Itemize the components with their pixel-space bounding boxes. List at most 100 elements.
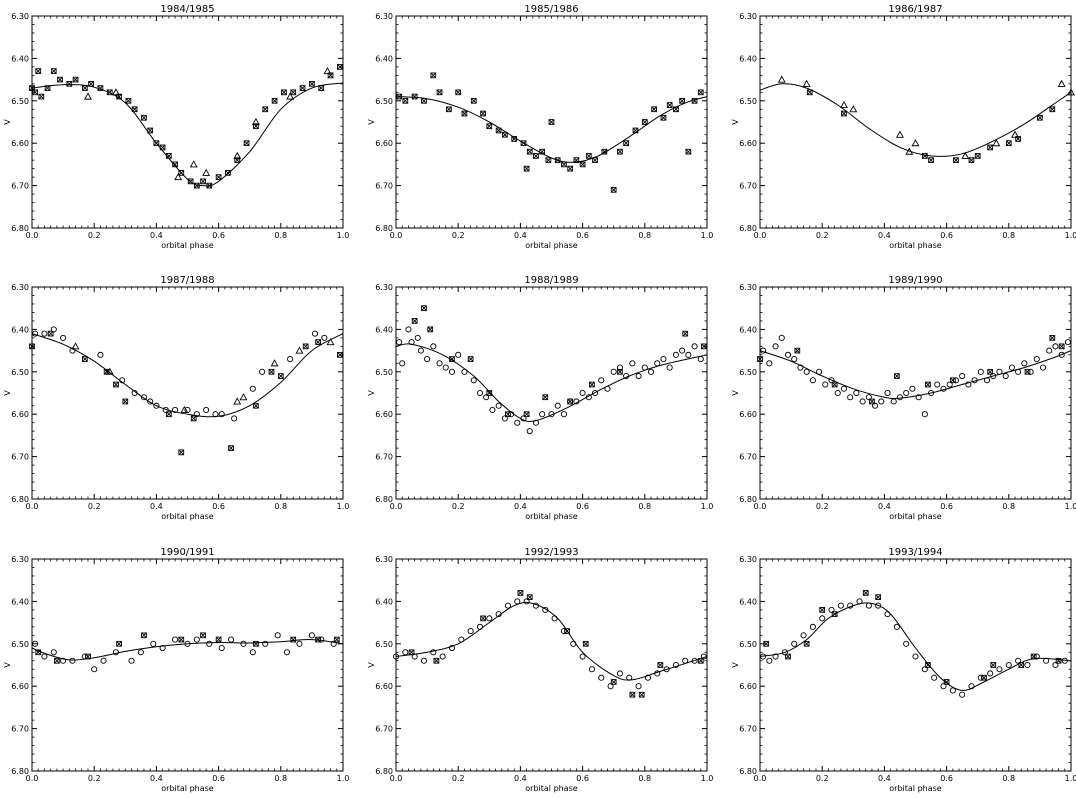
- marker-cross: [122, 398, 129, 405]
- marker-cross: [402, 98, 409, 104]
- data-point-crossed-square: [502, 131, 508, 138]
- data-point-crossed-square: [1018, 662, 1025, 668]
- data-point-crossed-square: [480, 110, 486, 117]
- x-axis-label: orbital phase: [161, 784, 214, 793]
- marker-cross: [200, 632, 206, 639]
- marker-box: [88, 80, 94, 87]
- data-point-crossed-square: [1049, 106, 1056, 113]
- marker-box: [785, 653, 791, 660]
- data-point-triangle: [777, 75, 786, 83]
- data-point-circle: [996, 666, 1003, 673]
- data-point-crossed-square: [517, 590, 524, 596]
- marker-cross: [206, 182, 212, 189]
- data-point-triangle: [239, 393, 248, 401]
- data-point-circle: [140, 394, 148, 401]
- data-point-circle: [287, 356, 294, 363]
- marker-box: [981, 674, 987, 681]
- marker-cross: [807, 89, 813, 96]
- data-point-triangle: [270, 359, 279, 367]
- data-point-circle: [131, 389, 138, 397]
- data-point-crossed-square: [682, 330, 689, 337]
- data-point-crossed-square: [685, 148, 692, 155]
- data-point-circle: [607, 683, 614, 690]
- marker-box: [253, 123, 259, 130]
- marker-cross: [794, 347, 801, 354]
- marker-box: [318, 85, 325, 91]
- y-tick-label: 6.70: [375, 725, 393, 734]
- y-tick-label: 6.40: [739, 597, 757, 606]
- marker-box: [841, 110, 847, 117]
- marker-box: [103, 368, 110, 375]
- data-point-circle: [231, 415, 238, 422]
- marker-box: [402, 97, 409, 104]
- marker-box: [701, 343, 707, 350]
- data-point-triangle: [84, 92, 92, 100]
- y-tick-label: 6.60: [11, 682, 29, 691]
- x-axis-label: orbital phase: [525, 512, 578, 521]
- y-tick-label: 6.30: [375, 283, 393, 292]
- marker-cross: [592, 157, 598, 163]
- marker-cross: [172, 161, 178, 168]
- marker-box: [617, 368, 623, 375]
- marker-box: [486, 123, 493, 130]
- marker-box: [268, 368, 275, 375]
- marker-cross: [953, 157, 959, 163]
- x-tick-label: 0.6: [576, 231, 589, 240]
- marker-cross: [610, 187, 617, 193]
- data-point-circle: [227, 636, 235, 643]
- data-point-circle: [218, 411, 225, 418]
- y-tick-label: 6.40: [739, 54, 757, 63]
- marker-cross: [116, 641, 122, 647]
- marker-cross: [981, 675, 987, 681]
- data-point-crossed-square: [408, 649, 415, 656]
- data-point-crossed-square: [495, 127, 502, 134]
- marker-box: [526, 148, 533, 155]
- data-point-crossed-square: [57, 76, 63, 83]
- data-point-crossed-square: [82, 356, 88, 362]
- data-point-circle: [41, 330, 48, 337]
- data-point-crossed-square: [757, 356, 763, 362]
- data-point-circle: [32, 640, 39, 647]
- data-point-crossed-square: [449, 356, 455, 362]
- marker-cross: [421, 98, 427, 104]
- chart-panel: 1985/1986 0.0 0.2 0.4 0.6 0.8 1.0 6.30 6.40 6.50 6…: [367, 4, 713, 250]
- data-point-crossed-square: [281, 89, 287, 96]
- marker-cross: [601, 148, 608, 155]
- data-point-circle: [909, 385, 916, 392]
- data-point-crossed-square: [928, 157, 934, 164]
- marker-cross: [187, 178, 194, 185]
- y-tick-label: 6.70: [375, 182, 393, 191]
- data-point-triangle: [1067, 88, 1075, 96]
- marker-box: [178, 636, 185, 643]
- data-point-circle: [206, 640, 213, 647]
- data-point-crossed-square: [421, 97, 427, 104]
- x-tick-label: 0.2: [816, 502, 829, 511]
- data-point-circle: [414, 334, 421, 341]
- y-tick-label: 6.70: [375, 453, 393, 462]
- data-point-circle: [837, 602, 844, 609]
- y-tick-label: 6.50: [11, 640, 29, 649]
- data-point-crossed-square: [480, 615, 486, 622]
- marker-box: [172, 161, 178, 168]
- marker-box: [526, 594, 533, 601]
- marker-cross: [194, 182, 200, 189]
- data-point-crossed-square: [141, 632, 147, 639]
- data-point-crossed-square: [47, 330, 54, 337]
- data-point-crossed-square: [701, 343, 707, 350]
- marker-cross: [107, 89, 113, 96]
- marker-cross: [701, 343, 707, 350]
- data-point-crossed-square: [82, 85, 88, 91]
- y-tick-label: 6.80: [11, 767, 29, 776]
- data-point-circle: [489, 406, 496, 414]
- data-point-circle: [532, 419, 540, 426]
- data-point-triangle: [961, 151, 970, 159]
- data-point-circle: [321, 334, 328, 341]
- marker-box: [433, 657, 440, 664]
- marker-cross: [691, 98, 698, 104]
- y-tick-label: 6.40: [375, 325, 393, 334]
- marker-box: [691, 97, 698, 104]
- data-point-crossed-square: [582, 640, 589, 647]
- data-point-circle: [1058, 351, 1065, 358]
- y-tick-label: 6.70: [739, 453, 757, 462]
- marker-cross: [302, 343, 309, 350]
